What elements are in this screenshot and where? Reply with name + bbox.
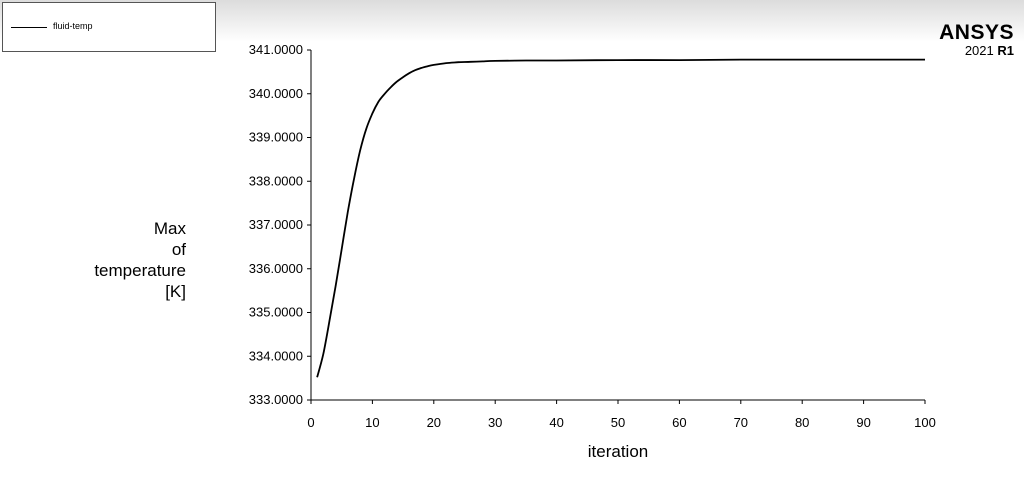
brand-name: ANSYS <box>939 21 1014 44</box>
y-tick-label: 338.0000 <box>249 173 303 188</box>
legend-label: fluid-temp <box>53 21 93 31</box>
x-tick-label: 50 <box>611 415 625 430</box>
x-tick-label: 20 <box>427 415 441 430</box>
x-tick-label: 30 <box>488 415 502 430</box>
y-axis-label-line: of <box>171 240 186 259</box>
y-tick-label: 337.0000 <box>249 217 303 232</box>
x-tick-label: 0 <box>307 415 314 430</box>
x-tick-label: 10 <box>365 415 379 430</box>
y-axis-label-line: [K] <box>165 282 186 301</box>
x-tick-label: 90 <box>856 415 870 430</box>
brand-release: R1 <box>997 43 1014 58</box>
y-axis-label-line: Max <box>153 219 186 238</box>
brand-year: 2021 <box>964 43 994 58</box>
y-tick-label: 333.0000 <box>249 392 303 407</box>
x-tick-label: 40 <box>549 415 563 430</box>
y-tick-label: 335.0000 <box>249 305 303 320</box>
y-tick-label: 334.0000 <box>249 348 303 363</box>
y-axis-label-line: temperature <box>94 261 186 280</box>
x-tick-label: 70 <box>734 415 748 430</box>
y-axis-label: Max of temperature [K] <box>46 218 186 302</box>
legend-line-swatch <box>11 27 47 28</box>
x-tick-label: 60 <box>672 415 686 430</box>
y-tick-label: 340.0000 <box>249 86 303 101</box>
brand-version: 2021 R1 <box>939 44 1014 57</box>
x-tick-label: 80 <box>795 415 809 430</box>
y-tick-label: 341.0000 <box>249 42 303 57</box>
y-tick-label: 339.0000 <box>249 130 303 145</box>
x-axis-label: iteration <box>588 442 648 461</box>
x-tick-label: 100 <box>914 415 936 430</box>
y-tick-label: 336.0000 <box>249 261 303 276</box>
ansys-logo: ANSYS 2021 R1 <box>939 22 1014 57</box>
series-line-fluid-temp <box>316 58 925 378</box>
legend: fluid-temp <box>2 2 216 52</box>
